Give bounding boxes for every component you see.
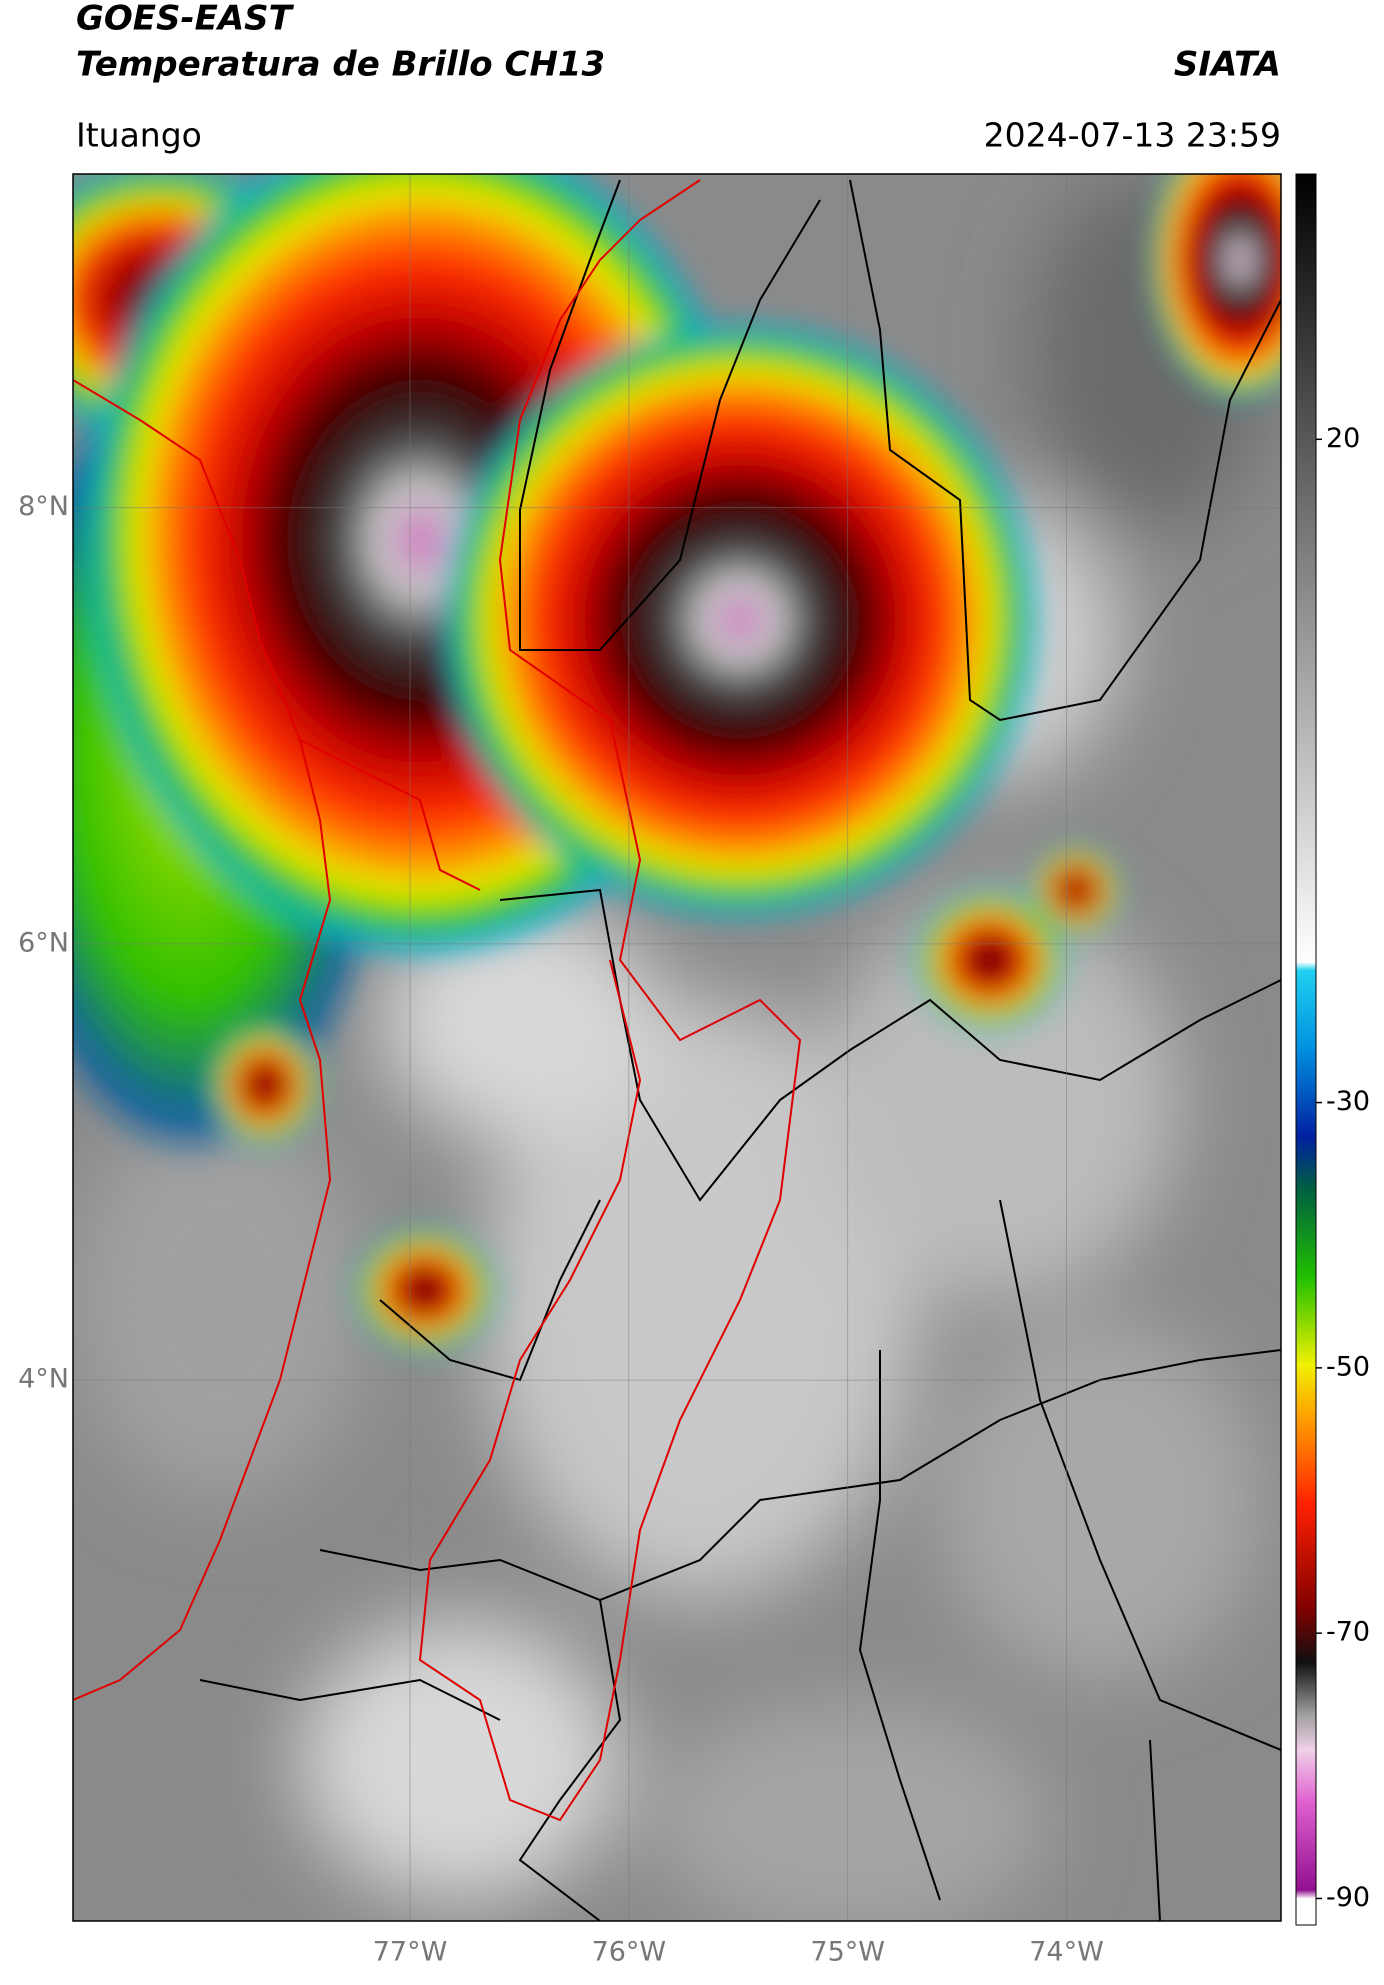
cloud xyxy=(940,1320,1260,1680)
imagery xyxy=(73,174,1281,1921)
storm xyxy=(1031,845,1121,935)
border xyxy=(1149,1739,1161,1921)
timestamp: 2024-07-13 23:59 xyxy=(984,116,1281,155)
borders xyxy=(199,179,1281,1921)
border xyxy=(199,1678,501,1721)
colorbar-tick-label: -50 xyxy=(1326,1351,1370,1382)
colorbar-tick-label: -70 xyxy=(1326,1617,1370,1648)
storm xyxy=(355,1228,495,1352)
cloud xyxy=(380,900,660,1140)
border xyxy=(518,1599,622,1921)
coastline xyxy=(73,379,332,1701)
cloud xyxy=(650,1700,1050,1921)
cloud xyxy=(73,1100,370,1500)
department-border xyxy=(418,179,802,1822)
border xyxy=(858,1350,941,1901)
region-borders xyxy=(73,179,802,1822)
lon-tick-label: 75°W xyxy=(810,1937,885,1968)
colorbar-tick-label: -90 xyxy=(1326,1882,1370,1913)
source: SIATA xyxy=(1174,45,1281,85)
map-frame xyxy=(72,173,1282,1922)
convection xyxy=(73,174,1281,1352)
department-border xyxy=(299,739,481,891)
cloud xyxy=(480,1000,920,1600)
location: Ituango xyxy=(76,116,202,155)
border xyxy=(999,1199,1281,1751)
border xyxy=(849,179,1281,722)
title-line-2: Temperatura de Brillo CH13 xyxy=(76,45,605,85)
storm xyxy=(915,890,1065,1030)
storm xyxy=(1150,174,1281,400)
colorbar-tick-label: -30 xyxy=(1326,1086,1370,1117)
border xyxy=(319,1349,1281,1602)
border xyxy=(499,888,1281,1202)
cloud xyxy=(820,900,1180,1300)
lon-tick-label: 77°W xyxy=(373,1937,448,1968)
title-line-1: GOES-EAST xyxy=(76,0,295,39)
storm xyxy=(210,1025,320,1145)
lat-tick-label: 6°N xyxy=(18,927,69,958)
colorbar xyxy=(1295,173,1317,1926)
colorbar-tick-label: 20 xyxy=(1326,423,1360,454)
storm xyxy=(440,320,1040,920)
lat-tick-label: 4°N xyxy=(18,1364,69,1395)
lon-tick-label: 76°W xyxy=(592,1937,667,1968)
cloud xyxy=(300,1620,620,1900)
lon-tick-label: 74°W xyxy=(1029,1937,1104,1968)
graticule: 8°N 6°N 4°N 77°W 76°W 75°W 74°W xyxy=(18,174,1281,1968)
lat-tick-label: 8°N xyxy=(18,491,69,522)
border xyxy=(519,179,821,651)
